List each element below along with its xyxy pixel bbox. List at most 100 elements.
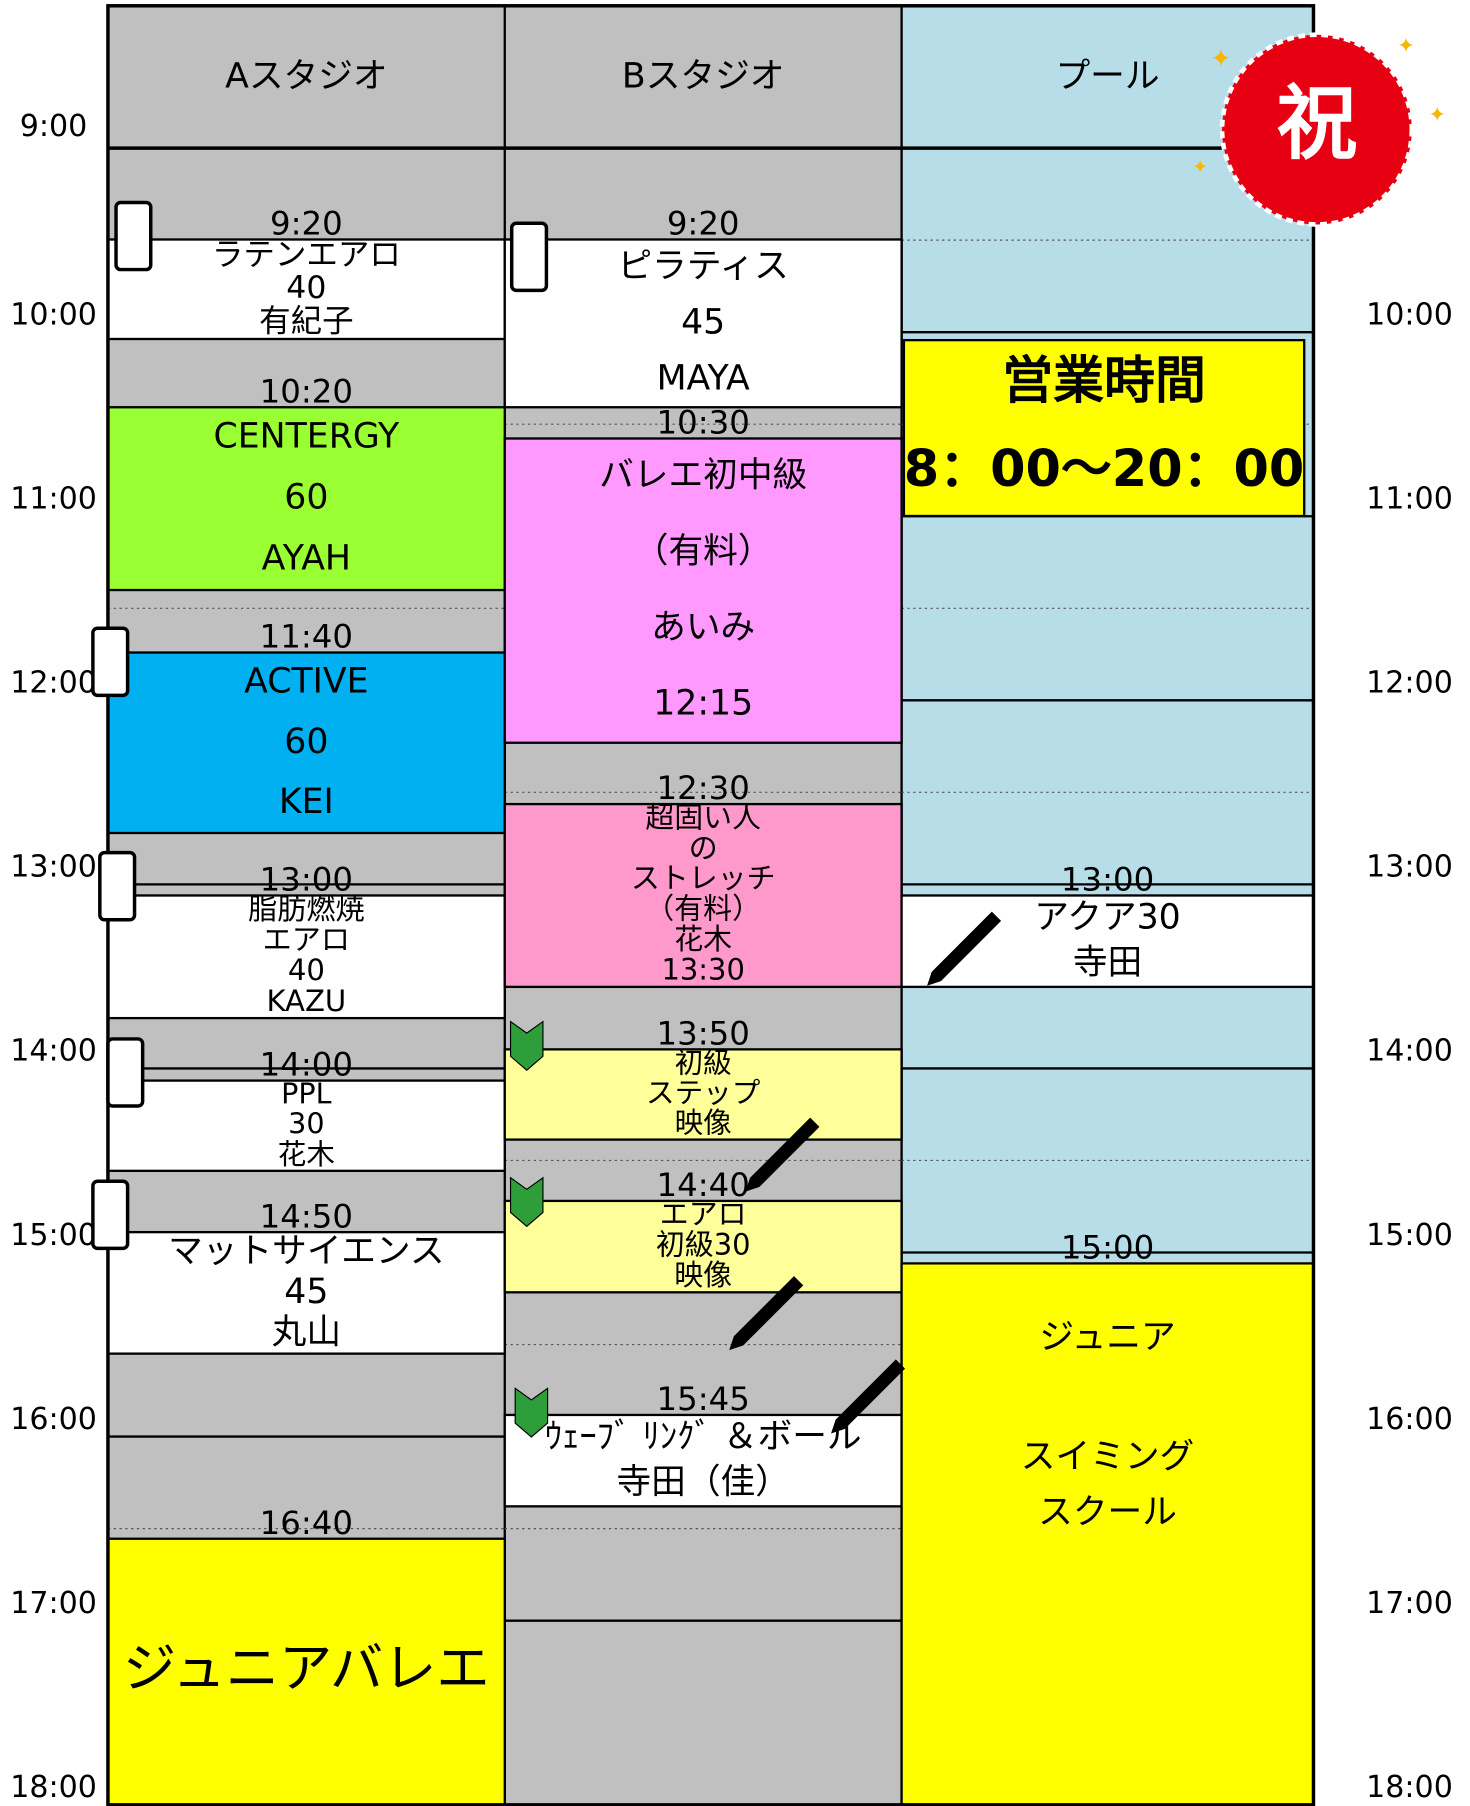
event-line: CENTERGY: [214, 417, 400, 457]
phone-icon: [106, 1037, 145, 1108]
time-label: 15:00: [1366, 1218, 1453, 1253]
event-line: （有料）: [645, 892, 761, 926]
event-start: 14:00: [260, 1046, 353, 1084]
event-line: ステップ: [646, 1075, 761, 1109]
event-line: 40: [288, 953, 325, 987]
event-line: 13:30: [661, 953, 744, 987]
time-label: 15:00: [10, 1218, 97, 1253]
beginner-icon: [509, 1020, 544, 1071]
event-block: [106, 651, 506, 835]
event-line: 営業時間: [1002, 352, 1206, 411]
time-label: 18:00: [10, 1770, 97, 1805]
event-line: PPL: [281, 1077, 331, 1111]
event-start: 9:20: [667, 205, 740, 243]
event-start: 13:50: [657, 1014, 750, 1052]
event-line: 8：00～20：00: [904, 440, 1305, 499]
event-start: 9:20: [270, 205, 343, 243]
event-line: ピラティス: [618, 246, 789, 286]
event-line: バレエ初中級: [599, 456, 807, 496]
event-start: 16:40: [260, 1504, 353, 1542]
event-line: 丸山: [272, 1312, 341, 1352]
event-line: エアロ: [660, 1197, 747, 1231]
event-line: 花木: [278, 1137, 335, 1171]
event-block: [106, 406, 506, 592]
badge-text: 祝: [1276, 78, 1357, 172]
time-label: 11:00: [1366, 482, 1453, 517]
time-label: 13:00: [1366, 850, 1453, 885]
event-line: 45: [284, 1272, 328, 1312]
event-line: ACTIVE: [244, 662, 368, 702]
event-line: 映像: [675, 1106, 732, 1140]
time-label: 17:00: [10, 1586, 97, 1621]
event-line: アクア30: [1034, 897, 1180, 937]
pencil-icon: [927, 911, 1002, 986]
column-header: プール: [1055, 57, 1159, 97]
phone-icon: [91, 1179, 130, 1251]
beginner-icon: [509, 1176, 544, 1228]
time-label: 11:00: [10, 482, 97, 517]
badge-circle: [1219, 32, 1415, 227]
phone-icon: [114, 200, 153, 272]
event-start: 14:40: [657, 1166, 750, 1204]
event-start: 13:00: [1061, 861, 1154, 899]
phone-icon: [98, 850, 137, 922]
event-line: 60: [284, 478, 328, 518]
event-start: 15:45: [657, 1380, 750, 1418]
column-header: Bスタジオ: [622, 57, 785, 97]
event-start: 10:20: [260, 372, 353, 410]
event-line: ラテンエアロ: [212, 237, 401, 273]
event-line: 超固い人: [645, 800, 761, 834]
event-line: スクール: [1038, 1492, 1177, 1532]
event-start: 14:50: [260, 1197, 353, 1235]
star: ✦: [1210, 44, 1231, 74]
event-line: MAYA: [657, 358, 750, 398]
badge: 祝 ✦ ✦ ✦ ✦: [1192, 32, 1446, 227]
event-line: 寺田（佳）: [616, 1463, 789, 1503]
event-block: [106, 1230, 506, 1355]
events: [106, 238, 1315, 1806]
pencil-icon: [831, 1359, 906, 1434]
time-label: 16:00: [10, 1402, 97, 1437]
event-line: KEI: [279, 782, 334, 822]
star: ✦: [1192, 157, 1208, 178]
event-line: 12:15: [653, 684, 753, 724]
event-line: の: [689, 831, 718, 865]
time-label: 10:00: [1366, 297, 1453, 332]
time-label: 17:00: [1366, 1586, 1453, 1621]
event-line: ジュニア: [1039, 1318, 1175, 1358]
event-line: （有料）: [634, 532, 773, 572]
event-line: 40: [286, 270, 326, 306]
event-start: 12:30: [657, 769, 750, 807]
star: ✦: [1397, 33, 1414, 57]
time-label: 14:00: [10, 1034, 97, 1069]
event-block: [503, 238, 903, 409]
event-line: 寺田: [1073, 943, 1142, 983]
event-block: [503, 1048, 903, 1141]
time-label: 18:00: [1366, 1770, 1453, 1805]
event-line: 映像: [674, 1258, 732, 1292]
phone-icon: [509, 221, 549, 293]
event-line: あいみ: [651, 608, 755, 648]
event-line: KAZU: [266, 984, 346, 1018]
pencil-icon: [729, 1276, 804, 1351]
event-line: 45: [681, 302, 725, 342]
time-label: 12:00: [1366, 666, 1453, 701]
event-block: [106, 1079, 506, 1172]
pool-bg: [901, 5, 1314, 1263]
event-block: [902, 338, 1306, 518]
time-label: 9:00: [20, 109, 88, 144]
phone-icon: [91, 626, 130, 698]
event-line: 30: [288, 1107, 324, 1141]
event-start: 11:40: [260, 618, 353, 656]
event-line: 初級30: [656, 1228, 751, 1262]
event-line: 花木: [674, 922, 732, 956]
event-line: ｳｪｰﾌﾞ ﾘﾝｸﾞ ＆ボール: [545, 1417, 862, 1457]
event-block: [106, 894, 506, 1020]
event-block: [503, 1199, 903, 1294]
event-line: 脂肪燃焼: [248, 892, 364, 926]
pencil-icon: [745, 1117, 820, 1192]
time-label: 12:00: [10, 666, 97, 701]
event-line: ジュニアバレエ: [123, 1637, 490, 1699]
